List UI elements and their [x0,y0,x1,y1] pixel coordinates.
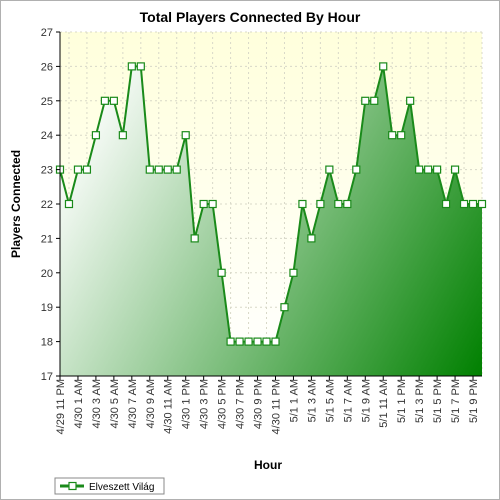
x-tick-label: 4/30 9 AM [145,379,157,429]
y-tick-label: 22 [41,199,53,211]
x-tick-label: 5/1 3 PM [414,379,426,423]
data-point [307,234,316,243]
data-point [406,96,415,105]
x-tick-label: 5/1 11 AM [378,379,390,428]
data-point [289,268,298,277]
legend-box [54,477,165,495]
x-tick-label: 4/30 3 AM [91,379,103,429]
legend-label: Elveszett Világ [89,482,154,493]
data-point [127,62,136,71]
data-point [172,165,181,174]
y-tick-label: 27 [41,27,53,39]
data-point [163,165,172,174]
x-tick-label: 5/1 9 PM [468,379,480,423]
data-point [73,165,83,174]
x-tick-label: 4/30 11 AM [163,379,175,434]
data-point [118,131,127,140]
x-tick-label: 5/1 7 AM [342,379,354,422]
x-tick-label: 4/30 7 PM [235,379,247,429]
x-tick-label: 4/30 9 PM [253,379,265,429]
y-tick-label: 20 [41,268,53,280]
y-tick-label: 18 [41,337,53,349]
x-tick-label: 5/1 1 AM [288,379,300,422]
data-point [352,165,361,174]
data-point [91,131,101,140]
data-point [226,337,235,346]
data-point [217,268,226,277]
data-point [199,199,208,209]
data-point [145,165,154,174]
data-point [181,131,190,140]
data-point [433,165,442,174]
series-area-fill [60,66,482,377]
data-point [64,199,74,209]
x-tick-label: 4/29 11 PM [55,379,67,434]
chart-title: Total Players Connected By Hour [140,9,361,25]
x-tick-label: 5/1 5 PM [432,379,444,423]
data-point [154,165,163,174]
x-tick-label: 5/1 1 PM [396,379,408,423]
x-tick-label: 4/30 11 PM [270,379,282,434]
data-point [415,165,424,174]
data-point [262,337,271,346]
y-tick-label: 21 [41,233,53,245]
data-point [388,131,397,140]
data-point [109,96,118,105]
y-tick-label: 17 [41,371,53,383]
series-line [59,65,482,343]
x-tick-label: 4/30 7 AM [127,379,139,429]
x-tick-label: 4/30 3 PM [199,379,211,429]
data-point [334,199,343,209]
legend: Elveszett Világ [54,477,165,495]
data-point [441,199,451,209]
x-tick-label: 5/1 5 AM [324,379,336,422]
data-point [244,337,253,346]
data-point [424,165,433,174]
y-axis-ticks: 17 18 19 20 21 22 23 24 25 26 27 [41,27,60,383]
data-point [477,199,487,209]
data-point [235,337,244,346]
x-tick-label: 4/30 5 PM [217,379,229,429]
x-tick-label: 4/30 5 AM [109,379,121,429]
data-point [379,62,388,71]
data-point [468,199,478,209]
series-area [60,66,482,377]
y-tick-label: 26 [41,61,53,73]
data-point [370,96,379,105]
data-point [450,165,460,174]
x-axis-ticks: 4/29 11 PM 4/30 1 AM 4/30 3 AM 4/30 5 AM 4/3… [55,376,480,434]
y-axis-title: Players Connected [9,150,23,258]
x-tick-label: 4/30 1 AM [73,379,85,429]
data-point [316,199,325,209]
series-markers [55,62,487,346]
x-tick-label: 5/1 7 PM [450,379,462,423]
data-point [208,199,217,209]
data-point [136,62,145,71]
y-tick-label: 25 [41,96,53,108]
data-point [271,337,280,346]
data-point [343,199,352,209]
data-point [298,199,307,209]
data-point [253,337,262,346]
x-tick-label: 4/30 1 PM [181,379,193,429]
legend-marker [68,481,77,491]
data-point [361,96,370,105]
data-point [325,165,334,174]
x-axis-title: Hour [254,458,282,472]
data-point [397,131,406,140]
y-tick-label: 19 [41,302,53,314]
data-point [82,165,92,174]
data-point [280,303,289,312]
x-tick-label: 5/1 9 AM [360,379,372,422]
data-point [459,199,469,209]
series-line-path [59,65,482,343]
y-tick-label: 24 [41,130,53,142]
data-point [100,96,109,105]
y-tick-label: 23 [41,165,53,177]
data-point [190,234,199,243]
x-tick-label: 5/1 3 AM [306,379,318,422]
